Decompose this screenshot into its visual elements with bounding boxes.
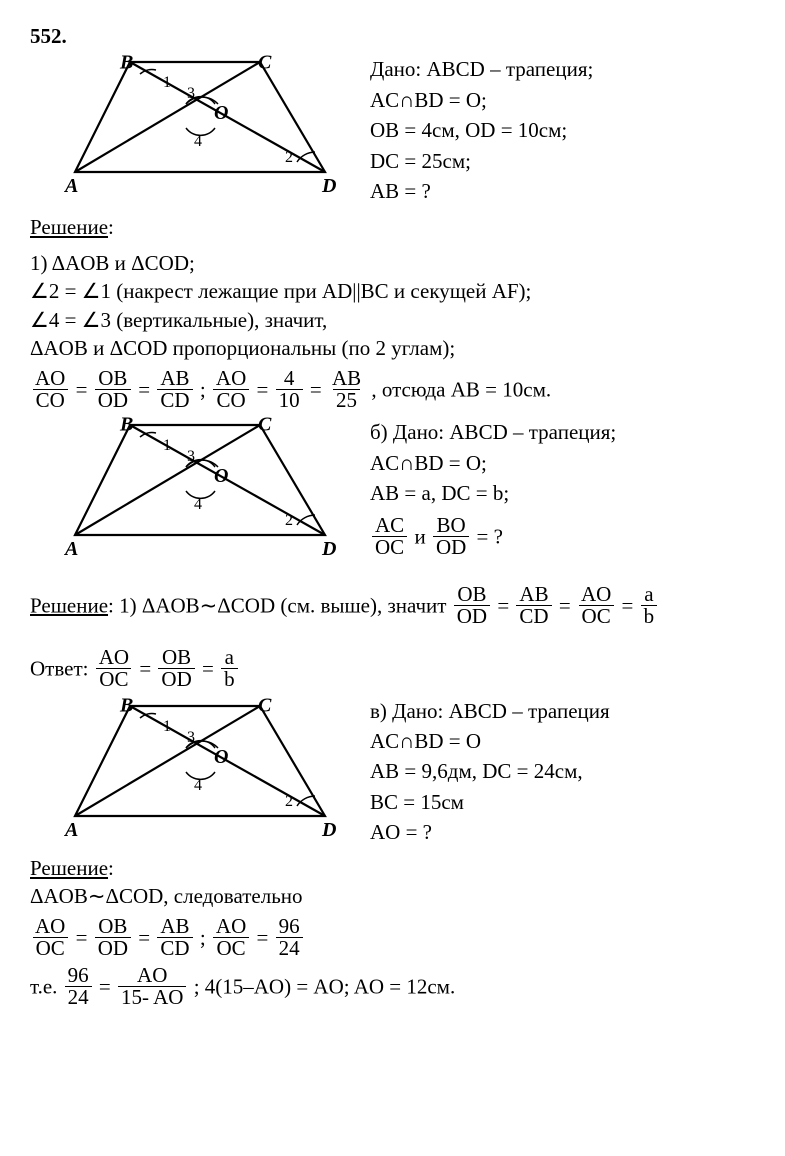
problem-number: 552.: [30, 22, 755, 50]
equation-a: AOCO = OBOD = ABCD ; AOCO = 410 = AB25 ,…: [30, 368, 755, 411]
svg-text:C: C: [258, 54, 272, 74]
sol-a-line: ∠2 = ∠1 (накрест лежащие при AD||BC и се…: [30, 277, 755, 305]
given-a-line: DC = 25см;: [370, 146, 593, 176]
equation-c2: т.е. 9624 = AO15- AO ; 4(15–AO) = AO; AO…: [30, 965, 755, 1008]
svg-text:1: 1: [163, 437, 171, 454]
solution-label-c: Решение: [30, 856, 108, 880]
given-a-line: OB = 4см, OD = 10см;: [370, 115, 593, 145]
svg-text:A: A: [63, 819, 78, 841]
svg-text:B: B: [119, 54, 133, 74]
equation-c1: AOOC = OBOD = ABCD ; AOOC = 9624: [30, 916, 755, 959]
diagram-b: A B C D O 1 3 4 2: [30, 417, 350, 557]
sol-c-line1: ΔAOB∼ΔCOD, следовательно: [30, 882, 755, 910]
given-c-line: AB = 9,6дм, DC = 24см,: [370, 756, 610, 786]
svg-text:B: B: [119, 696, 133, 717]
solution-label-a: Решение: [30, 215, 108, 239]
given-c: в) Дано: ABCD – трапеция AC∩BD = O AB = …: [370, 696, 610, 848]
svg-text:1: 1: [163, 74, 171, 91]
svg-text:O: O: [214, 465, 228, 487]
svg-text:C: C: [258, 417, 272, 436]
solution-b: Решение: 1) ΔAOB∼ΔCOD (см. выше), значит…: [30, 584, 755, 627]
svg-text:O: O: [214, 746, 228, 768]
given-c-line: AC∩BD = O: [370, 726, 610, 756]
svg-text:C: C: [258, 696, 272, 717]
svg-text:2: 2: [285, 149, 293, 166]
given-a-line: Дано: ABCD – трапеция;: [370, 54, 593, 84]
svg-text:4: 4: [194, 133, 202, 150]
svg-text:1: 1: [163, 718, 171, 735]
given-c-line: AO = ?: [370, 817, 610, 847]
given-b-line: AC∩BD = O;: [370, 448, 616, 478]
svg-text:B: B: [119, 417, 133, 436]
svg-text:A: A: [63, 175, 78, 194]
svg-text:D: D: [321, 819, 336, 841]
svg-text:2: 2: [285, 512, 293, 529]
svg-text:A: A: [63, 538, 78, 557]
sol-a-line: 1) ΔAOB и ΔCOD;: [30, 249, 755, 277]
given-a: Дано: ABCD – трапеция; AC∩BD = O; OB = 4…: [370, 54, 593, 206]
svg-text:2: 2: [285, 793, 293, 810]
svg-text:D: D: [321, 538, 336, 557]
svg-text:O: O: [214, 102, 228, 124]
given-b-line: AB = a, DC = b;: [370, 478, 616, 508]
diagram-c: A B C D O 1 3 4 2: [30, 696, 350, 841]
svg-text:4: 4: [194, 496, 202, 513]
given-b-ask: ACOC и BOOD = ?: [370, 515, 616, 558]
svg-text:3: 3: [187, 85, 195, 102]
given-b: б) Дано: ABCD – трапеция; AC∩BD = O; AB …: [370, 417, 616, 563]
answer-b: Ответ: AOOC = OBOD = ab: [30, 647, 755, 690]
diagram-a: A B C D O 1 3 4 2: [30, 54, 350, 194]
given-b-line: б) Дано: ABCD – трапеция;: [370, 417, 616, 447]
sol-a-line: ΔAOB и ΔCOD пропорциональны (по 2 углам)…: [30, 334, 755, 362]
svg-text:4: 4: [194, 777, 202, 794]
given-a-line: AB = ?: [370, 176, 593, 206]
svg-text:3: 3: [187, 729, 195, 746]
given-c-line: BC = 15см: [370, 787, 610, 817]
svg-text:D: D: [321, 175, 336, 194]
given-c-line: в) Дано: ABCD – трапеция: [370, 696, 610, 726]
sol-a-line: ∠4 = ∠3 (вертикальные), значит,: [30, 306, 755, 334]
svg-text:3: 3: [187, 448, 195, 465]
given-a-line: AC∩BD = O;: [370, 85, 593, 115]
